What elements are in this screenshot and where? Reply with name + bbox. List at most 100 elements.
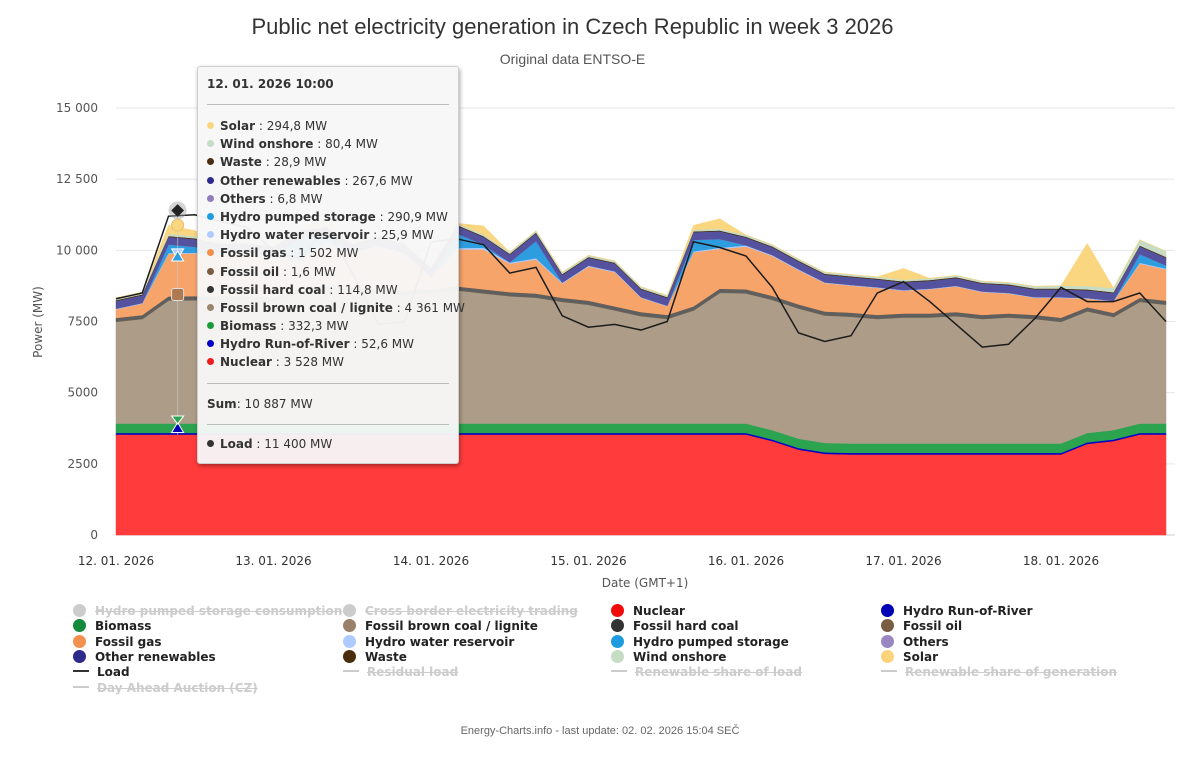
tooltip-sum-value: : 10 887 MW [236,397,313,411]
solar-marker [171,218,185,232]
legend-item-hydro-pumped-storage-consumption[interactable]: Hydro pumped storage consumption [73,604,342,619]
tooltip-header: 12. 01. 2026 10:00 [207,77,334,91]
load-marker [171,204,184,217]
x-tick-label: 14. 01. 2026 [393,554,469,568]
tooltip-row-value: : 290,9 MW [375,209,448,224]
legend-dot-icon [881,649,894,663]
run-of-river-marker [170,421,185,434]
x-tick-label: 15. 01. 2026 [550,554,626,568]
legend-item-fossil-gas[interactable]: Fossil gas [73,634,161,650]
tooltip-row-value: : 3 528 MW [271,355,345,370]
tooltip-row-name: Hydro Run-of-River [220,337,350,352]
legend-item-others[interactable]: Others [881,634,949,650]
legend-line-icon [611,670,627,673]
tooltip-sum: Sum: 10 887 MW [207,397,313,411]
tooltip-row: Fossil gas : 1 502 MW [207,244,465,262]
pumped-storage-marker [170,250,185,262]
legend-label: Solar [903,649,939,664]
legend-dot-icon [343,634,356,648]
tooltip-row-name: Fossil brown coal / lignite [220,300,393,315]
legend-item-other-renewables[interactable]: Other renewables [73,649,216,665]
tooltip-row-name: Biomass [220,319,277,334]
legend-item-hydro-run-of-river[interactable]: Hydro Run-of-River [881,604,1033,619]
legend-label: Cross border electricity trading [365,604,578,618]
legend-label: Fossil oil [903,619,963,634]
legend-label: Hydro pumped storage [633,634,789,649]
legend-item-fossil-brown-coal-lignite[interactable]: Fossil brown coal / lignite [343,619,538,634]
x-axis-ticks: 12. 01. 2026 13. 01. 2026 14. 01. 2026 15. … [78,554,1099,568]
area-solar [115,218,1167,299]
legend-dot-icon [343,604,356,617]
chart-subtitle: Original data ENTSO-E [499,51,646,67]
tooltip-rows: Solar : 294,8 MW Wind onshore : 80,4 MW Wa… [207,117,465,372]
tooltip-row-dot [207,267,214,275]
legend-line-icon [881,670,897,673]
tooltip-row-value: : 294,8 MW [255,119,328,133]
legend-item-cross-border-electricity-trading[interactable]: Cross border electricity trading [343,604,578,619]
legend-item-waste[interactable]: Waste [343,649,407,665]
legend-item-wind-onshore[interactable]: Wind onshore [611,649,726,665]
tooltip-row-dot [207,285,214,293]
tooltip-row-dot [207,122,214,129]
legend-line-icon [73,670,89,673]
y-axis-title: Power (MW) [31,286,45,358]
legend-label: Hydro Run-of-River [903,604,1033,618]
tooltip-divider [207,424,449,425]
legend-line-icon [73,685,89,688]
y-tick-label: 5000 [67,386,98,400]
tooltip-row-value: : 332,3 MW [276,319,349,334]
legend-item-solar[interactable]: Solar [881,649,939,665]
legend-label: Load [97,665,130,680]
legend-label: Hydro pumped storage consumption [95,604,343,618]
legend-item-renewable-share-of-generation[interactable]: Renewable share of generation [881,665,1117,680]
legend-label: Nuclear [633,604,685,618]
x-tick-label: 17. 01. 2026 [865,554,941,568]
tooltip-row-dot [207,340,214,348]
y-tick-label: 12 500 [56,172,98,186]
tooltip-divider [207,383,449,384]
tooltip-row-value: : 80,4 MW [313,137,378,152]
legend-item-day-ahead-auction-cz[interactable]: Day Ahead Auction (CZ) [73,681,258,696]
legend-item-residual-load[interactable]: Residual load [343,665,458,680]
x-tick-label: 18. 01. 2026 [1023,554,1099,568]
legend-item-load[interactable]: Load [73,665,130,680]
tooltip-row-value: : 52,6 MW [349,337,415,352]
tooltip-row-value: : 6,8 MW [265,191,323,206]
legend-item-fossil-oil[interactable]: Fossil oil [881,619,962,634]
tooltip-row-dot [207,231,214,239]
legend-dot-icon [611,649,624,663]
legend-dot-icon [343,619,356,633]
legend-dot-icon [73,634,86,648]
tooltip-row-name: Fossil hard coal [220,282,326,297]
legend-item-hydro-pumped-storage[interactable]: Hydro pumped storage [611,634,789,650]
legend-item-nuclear[interactable]: Nuclear [611,604,685,619]
tooltip-row-name: Other renewables [220,173,341,188]
tooltip-row: Hydro Run-of-River : 52,6 MW [207,335,465,353]
legend-item-hydro-water-reservoir[interactable]: Hydro water reservoir [343,634,514,650]
tooltip-row-name: Solar [220,119,256,133]
tooltip-load-label: Load [220,437,253,451]
stacked-area-chart[interactable]: 0 2500 5000 7500 10 000 12 500 15 000 12. 01. … [0,0,1200,600]
legend-dot-icon [611,619,624,633]
tooltip-row: Fossil hard coal : 114,8 MW [207,281,465,299]
legend-dot-icon [73,619,86,633]
tooltip-row-name: Wind onshore [220,137,314,152]
legend-dot-icon [881,619,894,633]
legend-item-biomass[interactable]: Biomass [73,619,151,634]
legend-label: Renewable share of generation [905,665,1117,680]
tooltip-row-name: Waste [220,155,262,170]
tooltip-row: Hydro pumped storage : 290,9 MW [207,208,465,226]
legend-label: Fossil brown coal / lignite [365,619,538,634]
legend-label: Renewable share of load [635,665,802,680]
y-axis-ticks: 0 2500 5000 7500 10 000 12 500 15 000 [56,101,98,542]
biomass-marker [170,415,185,425]
legend-item-fossil-hard-coal[interactable]: Fossil hard coal [611,619,739,634]
y-tick-label: 7500 [67,315,98,329]
hover-markers [168,201,187,435]
tooltip-row: Fossil brown coal / lignite : 4 361 MW [207,299,465,317]
legend-item-renewable-share-of-load[interactable]: Renewable share of load [611,665,802,680]
tooltip-row-value: : 1,6 MW [279,264,336,279]
tooltip-load: Load : 11 400 MW [207,437,332,451]
legend-label: Residual load [367,665,459,680]
legend-dot-icon [73,649,86,663]
